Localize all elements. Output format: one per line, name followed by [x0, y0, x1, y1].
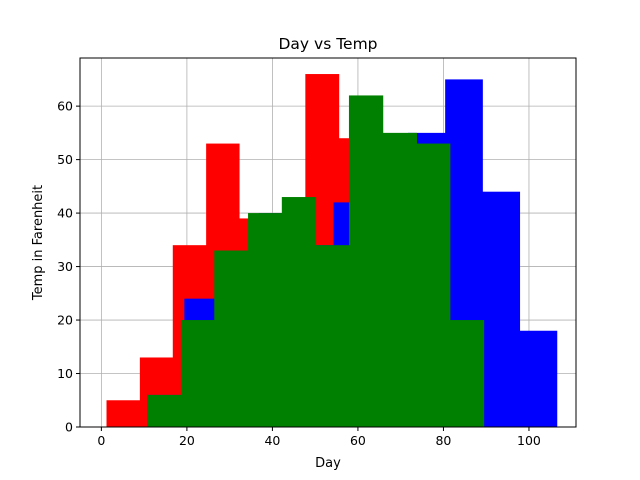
ticks-layer: 0 20 40 60 80 100 0 10 20 30 40 50 60	[57, 99, 541, 448]
y-tick-label: 60	[57, 99, 73, 114]
green-bar	[348, 95, 384, 427]
x-tick-label: 0	[97, 433, 105, 448]
y-tick-label: 10	[57, 366, 73, 381]
blue-bar	[482, 191, 521, 427]
chart-title: Day vs Temp	[278, 35, 377, 53]
green-bar	[416, 143, 451, 427]
y-tick-label: 0	[65, 420, 73, 435]
green-bar	[248, 213, 283, 427]
green-bar	[147, 394, 182, 427]
y-axis-label: Temp in Farenheit	[31, 185, 46, 301]
bars-layer	[106, 74, 558, 428]
green-bar	[449, 320, 485, 427]
green-bar	[315, 245, 350, 427]
x-tick-label: 60	[350, 433, 366, 448]
x-axis-label: Day	[315, 456, 341, 471]
red-bar	[106, 400, 141, 427]
x-tick-label: 20	[179, 433, 195, 448]
green-bar	[180, 320, 215, 427]
blue-bar	[519, 330, 558, 427]
green-bar	[281, 197, 317, 427]
y-tick-label: 20	[57, 313, 73, 328]
x-tick-label: 100	[517, 433, 541, 448]
y-tick-label: 40	[57, 206, 73, 221]
x-tick-label: 40	[264, 433, 280, 448]
green-bar	[382, 132, 418, 427]
green-series	[147, 95, 485, 427]
green-bar	[214, 250, 249, 427]
y-tick-label: 30	[57, 259, 73, 274]
x-tick-label: 80	[435, 433, 451, 448]
plot-area-frame	[79, 57, 577, 428]
y-tick-label: 50	[57, 152, 73, 167]
